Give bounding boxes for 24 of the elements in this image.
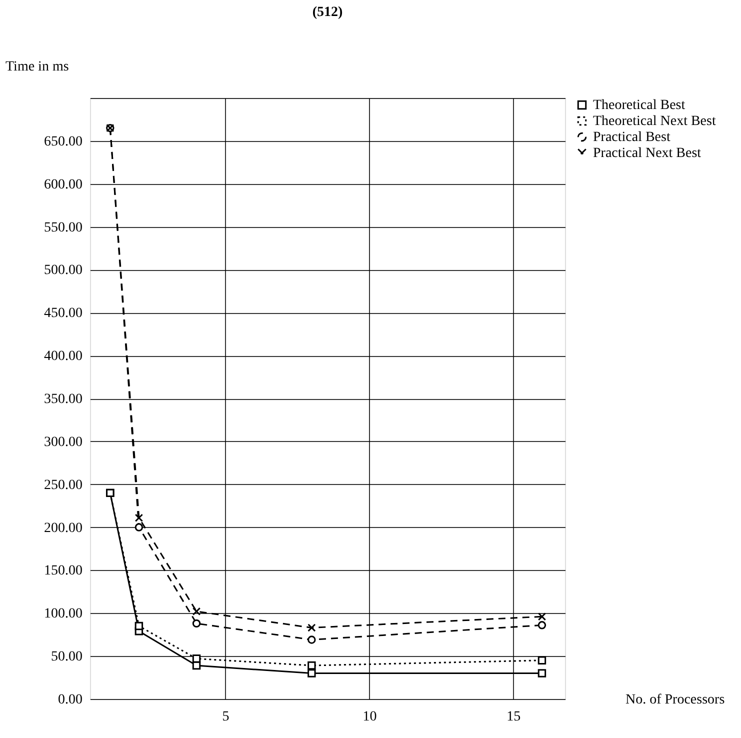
x-tick-label: 10 [362,710,377,724]
y-tick-label: 0.00 [58,692,82,708]
y-tick-label: 600.00 [44,177,82,192]
y-tick-label: 150.00 [44,564,82,579]
chart-title: (512) [312,5,343,20]
y-tick-label: 350.00 [44,392,82,407]
y-tick-label: 450.00 [44,306,82,322]
legend-label: Practical Next Best [593,146,702,161]
y-tick-label: 250.00 [44,478,82,493]
y-tick-label: 300.00 [44,434,82,450]
y-tick-label: 650.00 [44,134,82,150]
y-tick-label: 100.00 [44,606,82,622]
y-tick-label: 550.00 [44,220,82,236]
x-tick-label: 5 [222,710,230,724]
legend-label: Theoretical Next Best [593,114,716,129]
x-tick-label: 15 [506,710,521,724]
y-tick-label: 500.00 [44,263,82,278]
y-tick-label: 50.00 [51,650,82,665]
legend-label: Practical Best [593,130,670,145]
y-tick-label: 200.00 [44,520,82,536]
y-axis-title: Time in ms [6,60,69,74]
legend-label: Theoretical Best [593,98,686,113]
y-tick-label: 400.00 [44,349,82,364]
x-axis-title: No. of Processors [626,692,725,708]
